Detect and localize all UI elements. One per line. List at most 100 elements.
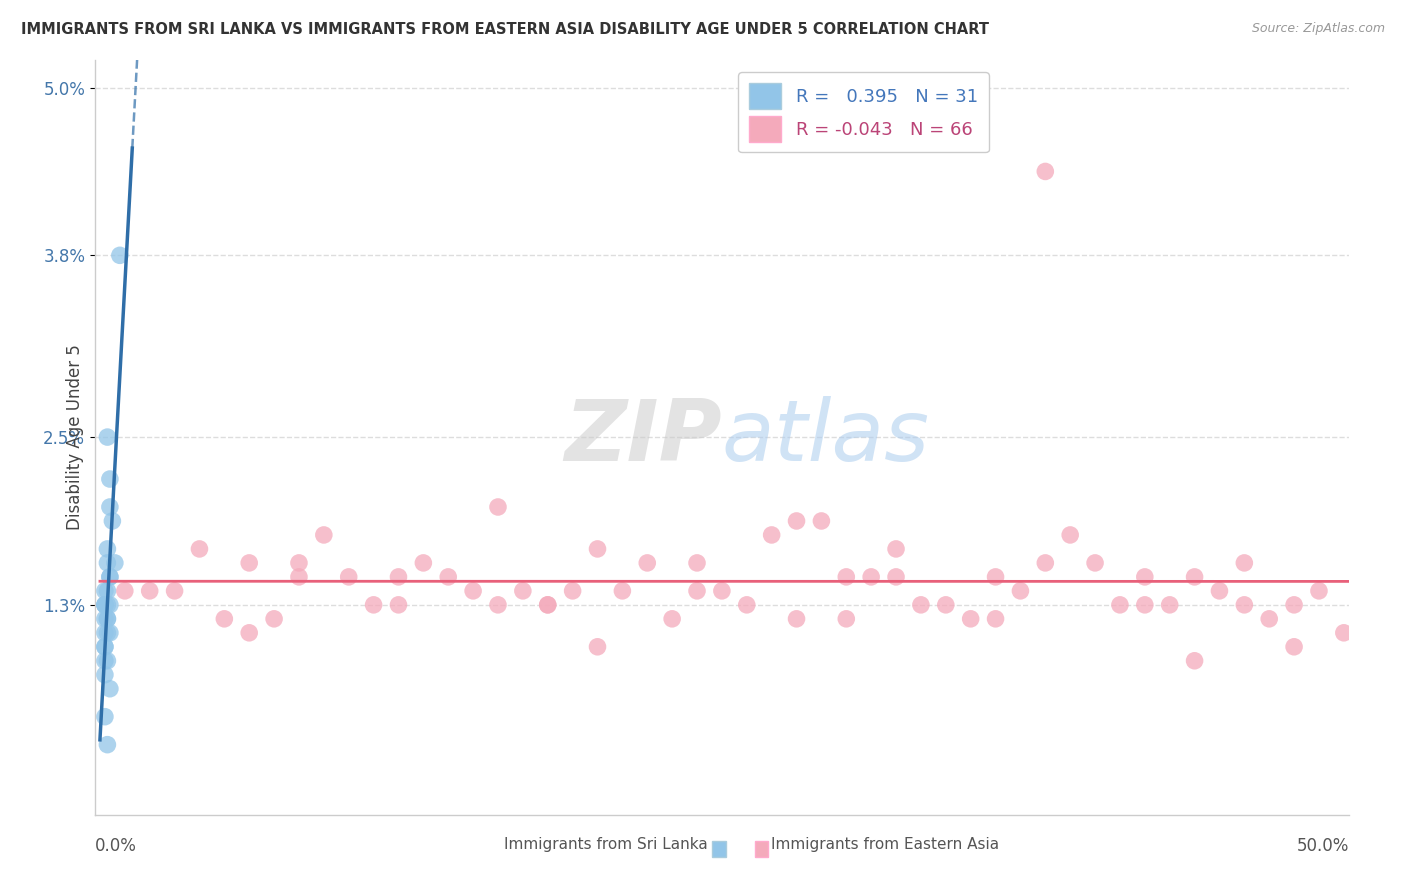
Point: [686, 556, 709, 570]
Point: [263, 612, 285, 626]
Point: [786, 514, 808, 528]
Point: [661, 612, 683, 626]
Point: [94, 612, 117, 626]
Legend: R =   0.395   N = 31, R = -0.043   N = 66: R = 0.395 N = 31, R = -0.043 N = 66: [738, 72, 988, 153]
Point: [104, 556, 127, 570]
Text: Immigrants from Sri Lanka: Immigrants from Sri Lanka: [505, 837, 707, 852]
Text: Immigrants from Eastern Asia: Immigrants from Eastern Asia: [770, 837, 1000, 852]
Point: [1333, 625, 1355, 640]
Point: [735, 598, 758, 612]
Point: [1282, 598, 1305, 612]
Point: [761, 528, 783, 542]
Point: [537, 598, 560, 612]
Point: [337, 570, 360, 584]
Point: [94, 654, 117, 668]
Point: [288, 570, 311, 584]
Point: [537, 598, 560, 612]
Point: [387, 598, 409, 612]
Text: atlas: atlas: [721, 395, 929, 479]
Point: [1282, 640, 1305, 654]
Point: [636, 556, 658, 570]
Point: [96, 598, 118, 612]
Text: Source: ZipAtlas.com: Source: ZipAtlas.com: [1251, 22, 1385, 36]
Point: [1159, 598, 1181, 612]
Point: [94, 640, 117, 654]
Point: [860, 570, 883, 584]
Point: [98, 570, 121, 584]
Point: [288, 556, 311, 570]
Point: [1109, 598, 1132, 612]
Point: [1059, 528, 1081, 542]
Point: [884, 570, 907, 584]
Point: [1010, 583, 1032, 598]
Point: [96, 612, 118, 626]
Point: [98, 681, 121, 696]
Point: [1133, 598, 1156, 612]
Point: [214, 612, 236, 626]
Point: [114, 583, 136, 598]
Point: [163, 583, 186, 598]
Point: [98, 570, 121, 584]
Point: [561, 583, 583, 598]
Point: [959, 612, 981, 626]
Text: 50.0%: 50.0%: [1296, 837, 1348, 855]
Point: [486, 500, 509, 514]
Point: [363, 598, 385, 612]
Point: [94, 709, 117, 723]
Point: [1084, 556, 1107, 570]
Point: [835, 570, 858, 584]
Text: IMMIGRANTS FROM SRI LANKA VS IMMIGRANTS FROM EASTERN ASIA DISABILITY AGE UNDER 5: IMMIGRANTS FROM SRI LANKA VS IMMIGRANTS …: [21, 22, 988, 37]
Point: [98, 625, 121, 640]
Point: [1184, 570, 1206, 584]
Point: [1308, 583, 1330, 598]
Point: [98, 500, 121, 514]
Point: [94, 640, 117, 654]
Point: [96, 738, 118, 752]
Point: [935, 598, 957, 612]
Point: [786, 612, 808, 626]
Point: [1208, 583, 1230, 598]
Point: [138, 583, 160, 598]
Point: [810, 514, 832, 528]
Point: [461, 583, 484, 598]
Point: [98, 598, 121, 612]
Point: [984, 570, 1007, 584]
FancyBboxPatch shape: [713, 841, 725, 857]
Point: [437, 570, 460, 584]
Point: [586, 541, 609, 556]
Point: [910, 598, 932, 612]
Point: [1033, 164, 1056, 178]
Point: [238, 556, 260, 570]
Point: [586, 640, 609, 654]
Text: ZIP: ZIP: [564, 395, 721, 479]
Point: [686, 583, 709, 598]
Point: [96, 583, 118, 598]
Point: [387, 570, 409, 584]
Y-axis label: Disability Age Under 5: Disability Age Under 5: [66, 344, 84, 530]
Point: [486, 598, 509, 612]
Point: [94, 598, 117, 612]
Point: [835, 612, 858, 626]
Point: [96, 556, 118, 570]
FancyBboxPatch shape: [755, 841, 768, 857]
Point: [101, 514, 124, 528]
Point: [1233, 598, 1256, 612]
Point: [94, 583, 117, 598]
Point: [1033, 556, 1056, 570]
Point: [96, 612, 118, 626]
Point: [884, 541, 907, 556]
Point: [94, 667, 117, 681]
Point: [612, 583, 634, 598]
Text: 0.0%: 0.0%: [96, 837, 136, 855]
Point: [94, 598, 117, 612]
Point: [1258, 612, 1281, 626]
Point: [710, 583, 733, 598]
Point: [96, 654, 118, 668]
Point: [188, 541, 211, 556]
Point: [984, 612, 1007, 626]
Point: [98, 472, 121, 486]
Point: [1133, 570, 1156, 584]
Point: [94, 598, 117, 612]
Point: [1184, 654, 1206, 668]
Point: [96, 541, 118, 556]
